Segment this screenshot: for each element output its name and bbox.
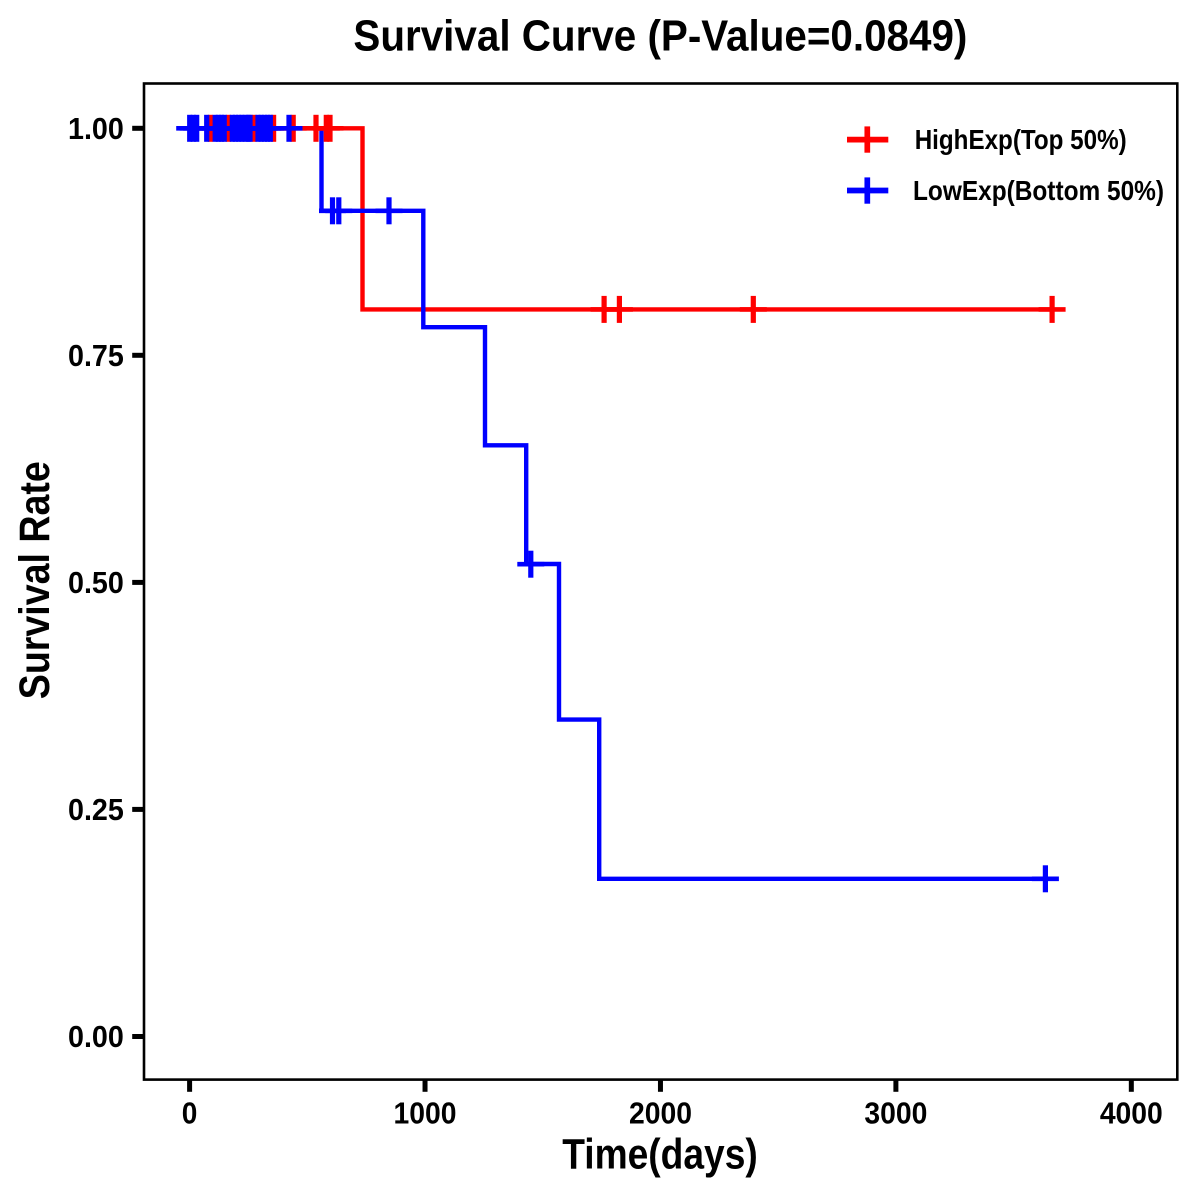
svg-text:4000: 4000: [1100, 1095, 1163, 1130]
svg-text:1.00: 1.00: [68, 111, 124, 146]
svg-text:0.50: 0.50: [68, 565, 124, 600]
svg-text:0.00: 0.00: [68, 1019, 124, 1054]
svg-text:HighExp(Top 50%): HighExp(Top 50%): [915, 124, 1127, 155]
svg-text:0: 0: [182, 1095, 198, 1130]
svg-text:3000: 3000: [864, 1095, 927, 1130]
svg-text:Survival Rate: Survival Rate: [12, 461, 59, 699]
svg-text:0.25: 0.25: [68, 792, 124, 827]
svg-text:Time(days): Time(days): [562, 1132, 758, 1179]
svg-text:2000: 2000: [629, 1095, 692, 1130]
svg-text:1000: 1000: [394, 1095, 457, 1130]
svg-text:0.75: 0.75: [68, 338, 124, 373]
svg-text:LowExp(Bottom 50%): LowExp(Bottom 50%): [913, 175, 1164, 206]
svg-text:Survival Curve (P-Value=0.0849: Survival Curve (P-Value=0.0849): [353, 11, 967, 60]
